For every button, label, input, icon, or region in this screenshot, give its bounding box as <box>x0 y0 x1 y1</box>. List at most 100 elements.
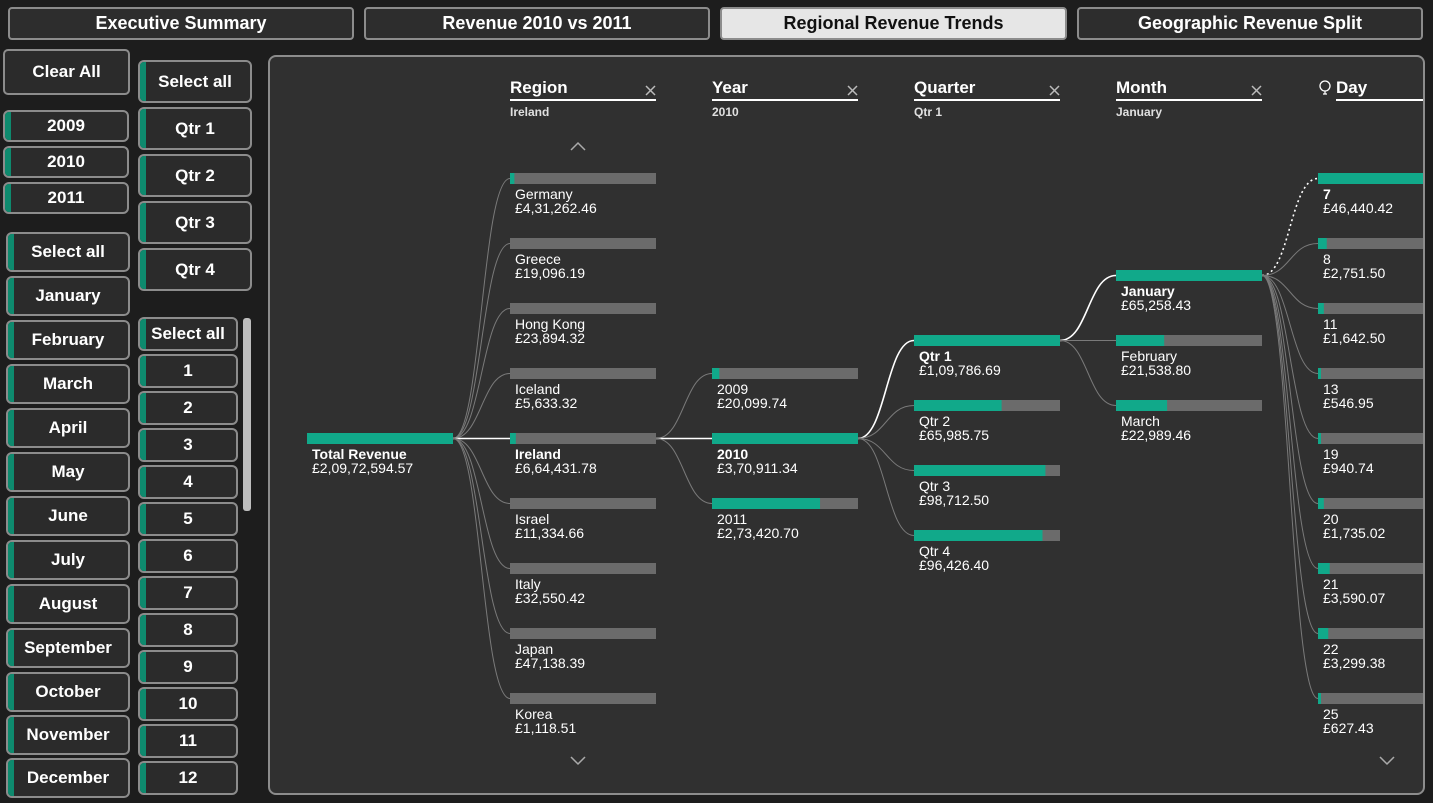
node-region-greece[interactable]: Greece£19,096.19 <box>510 238 656 281</box>
day-option-2[interactable]: 2 <box>138 391 238 425</box>
day-option-7[interactable]: 7 <box>138 576 238 610</box>
node-month-march[interactable]: March£22,989.46 <box>1116 400 1262 443</box>
quarter-option-qtr-4[interactable]: Qtr 4 <box>138 248 252 291</box>
day-option-11[interactable]: 11 <box>138 724 238 758</box>
day-option-3[interactable]: 3 <box>138 428 238 462</box>
day-option-select-all[interactable]: Select all <box>138 317 238 351</box>
node-region-italy[interactable]: Italy£32,550.42 <box>510 563 656 606</box>
month-option-select-all[interactable]: Select all <box>6 232 130 272</box>
level-header-day[interactable]: Day <box>1319 78 1425 101</box>
node-label: Iceland <box>515 381 560 397</box>
node-region-korea[interactable]: Korea£1,118.51 <box>510 693 656 736</box>
day-option-6[interactable]: 6 <box>138 539 238 573</box>
node-day-11[interactable]: 11£1,642.50 <box>1318 303 1425 346</box>
tab-revenue-2010-vs-2011[interactable]: Revenue 2010 vs 2011 <box>364 7 710 40</box>
bar-fill <box>1318 173 1423 184</box>
month-option-october[interactable]: October <box>6 672 130 712</box>
day-option-9[interactable]: 9 <box>138 650 238 684</box>
clear-all-button[interactable]: Clear All <box>3 49 130 95</box>
node-year-2010[interactable]: 2010£3,70,911.34 <box>712 433 858 476</box>
node-day-22[interactable]: 22£3,299.38 <box>1318 628 1425 671</box>
level-filter-value: Qtr 1 <box>914 105 942 119</box>
node-quarter-qtr-4[interactable]: Qtr 4£96,426.40 <box>914 530 1060 573</box>
day-option-label: 4 <box>183 472 193 491</box>
quarter-option-select-all[interactable]: Select all <box>138 60 252 103</box>
year-option-2009[interactable]: 2009 <box>3 110 129 142</box>
day-option-label: 3 <box>183 435 193 454</box>
bar-track <box>1318 563 1423 574</box>
node-total-revenue[interactable]: Total Revenue£2,09,72,594.57 <box>307 433 453 476</box>
tab-regional-revenue-trends[interactable]: Regional Revenue Trends <box>720 7 1067 40</box>
node-value: £627.43 <box>1323 720 1374 736</box>
day-option-5[interactable]: 5 <box>138 502 238 536</box>
node-day-7[interactable]: 7£46,440.42 <box>1318 173 1425 216</box>
close-icon[interactable] <box>1049 85 1060 96</box>
tab-geographic-revenue-split[interactable]: Geographic Revenue Split <box>1077 7 1423 40</box>
month-option-september[interactable]: September <box>6 628 130 668</box>
year-option-2011[interactable]: 2011 <box>3 182 129 214</box>
day-option-12[interactable]: 12 <box>138 761 238 795</box>
month-option-june[interactable]: June <box>6 496 130 536</box>
quarter-option-qtr-3[interactable]: Qtr 3 <box>138 201 252 244</box>
node-region-japan[interactable]: Japan£47,138.39 <box>510 628 656 671</box>
node-label: Qtr 1 <box>919 348 952 364</box>
connector-line <box>452 178 511 439</box>
day-option-10[interactable]: 10 <box>138 687 238 721</box>
day-option-4[interactable]: 4 <box>138 465 238 499</box>
level-header-quarter[interactable]: Quarter Qtr 1 <box>914 78 1060 119</box>
level-header-month[interactable]: Month January <box>1116 78 1262 119</box>
decomposition-tree: Total Revenue £2,09,72,594.57 Region Irelan… <box>268 55 1425 795</box>
level-filter-value: Ireland <box>510 105 549 119</box>
node-day-20[interactable]: 20£1,735.02 <box>1318 498 1425 541</box>
day-option-1[interactable]: 1 <box>138 354 238 388</box>
chevron-up-icon[interactable] <box>570 141 586 151</box>
year-option-2010[interactable]: 2010 <box>3 146 129 178</box>
lightbulb-icon[interactable] <box>1319 80 1331 95</box>
close-icon[interactable] <box>645 85 656 96</box>
level-header-year[interactable]: Year 2010 <box>712 78 858 119</box>
quarter-option-qtr-1[interactable]: Qtr 1 <box>138 107 252 150</box>
decomposition-tree-svg: Total Revenue£2,09,72,594.57 Region Irelan… <box>307 78 1425 766</box>
node-year-2011[interactable]: 2011£2,73,420.70 <box>712 498 858 541</box>
month-option-december[interactable]: December <box>6 758 130 798</box>
node-day-8[interactable]: 8£2,751.50 <box>1318 238 1425 281</box>
day-slicer-scrollbar[interactable] <box>243 318 251 511</box>
month-option-may[interactable]: May <box>6 452 130 492</box>
quarter-option-qtr-2[interactable]: Qtr 2 <box>138 154 252 197</box>
node-region-germany[interactable]: Germany£4,31,262.46 <box>510 173 656 216</box>
node-quarter-qtr-1[interactable]: Qtr 1£1,09,786.69 <box>914 335 1060 378</box>
month-option-april[interactable]: April <box>6 408 130 448</box>
node-region-iceland[interactable]: Iceland£5,633.32 <box>510 368 656 411</box>
month-option-november[interactable]: November <box>6 715 130 755</box>
node-month-january[interactable]: January£65,258.43 <box>1116 270 1262 313</box>
chevron-down-icon[interactable] <box>570 756 586 766</box>
month-option-february[interactable]: February <box>6 320 130 360</box>
node-region-ireland[interactable]: Ireland£6,64,431.78 <box>510 433 656 476</box>
node-quarter-qtr-2[interactable]: Qtr 2£65,985.75 <box>914 400 1060 443</box>
bar-fill <box>1318 563 1330 574</box>
month-option-august[interactable]: August <box>6 584 130 624</box>
chevron-down-icon[interactable] <box>1379 756 1395 766</box>
bar-fill <box>712 368 720 379</box>
bar-track <box>712 368 858 379</box>
bar-fill <box>1116 335 1165 346</box>
close-icon[interactable] <box>1251 85 1262 96</box>
month-option-march[interactable]: March <box>6 364 130 404</box>
node-label: Qtr 3 <box>919 478 950 494</box>
node-year-2009[interactable]: 2009£20,099.74 <box>712 368 858 411</box>
node-region-israel[interactable]: Israel£11,334.66 <box>510 498 656 541</box>
connector-line <box>452 438 511 504</box>
node-region-hong-kong[interactable]: Hong Kong£23,894.32 <box>510 303 656 346</box>
node-day-19[interactable]: 19£940.74 <box>1318 433 1425 476</box>
node-month-february[interactable]: February£21,538.80 <box>1116 335 1262 378</box>
month-option-july[interactable]: July <box>6 540 130 580</box>
node-day-21[interactable]: 21£3,590.07 <box>1318 563 1425 606</box>
node-day-25[interactable]: 25£627.43 <box>1318 693 1425 736</box>
node-quarter-qtr-3[interactable]: Qtr 3£98,712.50 <box>914 465 1060 508</box>
close-icon[interactable] <box>847 85 858 96</box>
node-day-13[interactable]: 13£546.95 <box>1318 368 1425 411</box>
tab-executive-summary[interactable]: Executive Summary <box>8 7 354 40</box>
level-header-region[interactable]: Region Ireland <box>510 78 656 119</box>
day-option-8[interactable]: 8 <box>138 613 238 647</box>
month-option-january[interactable]: January <box>6 276 130 316</box>
